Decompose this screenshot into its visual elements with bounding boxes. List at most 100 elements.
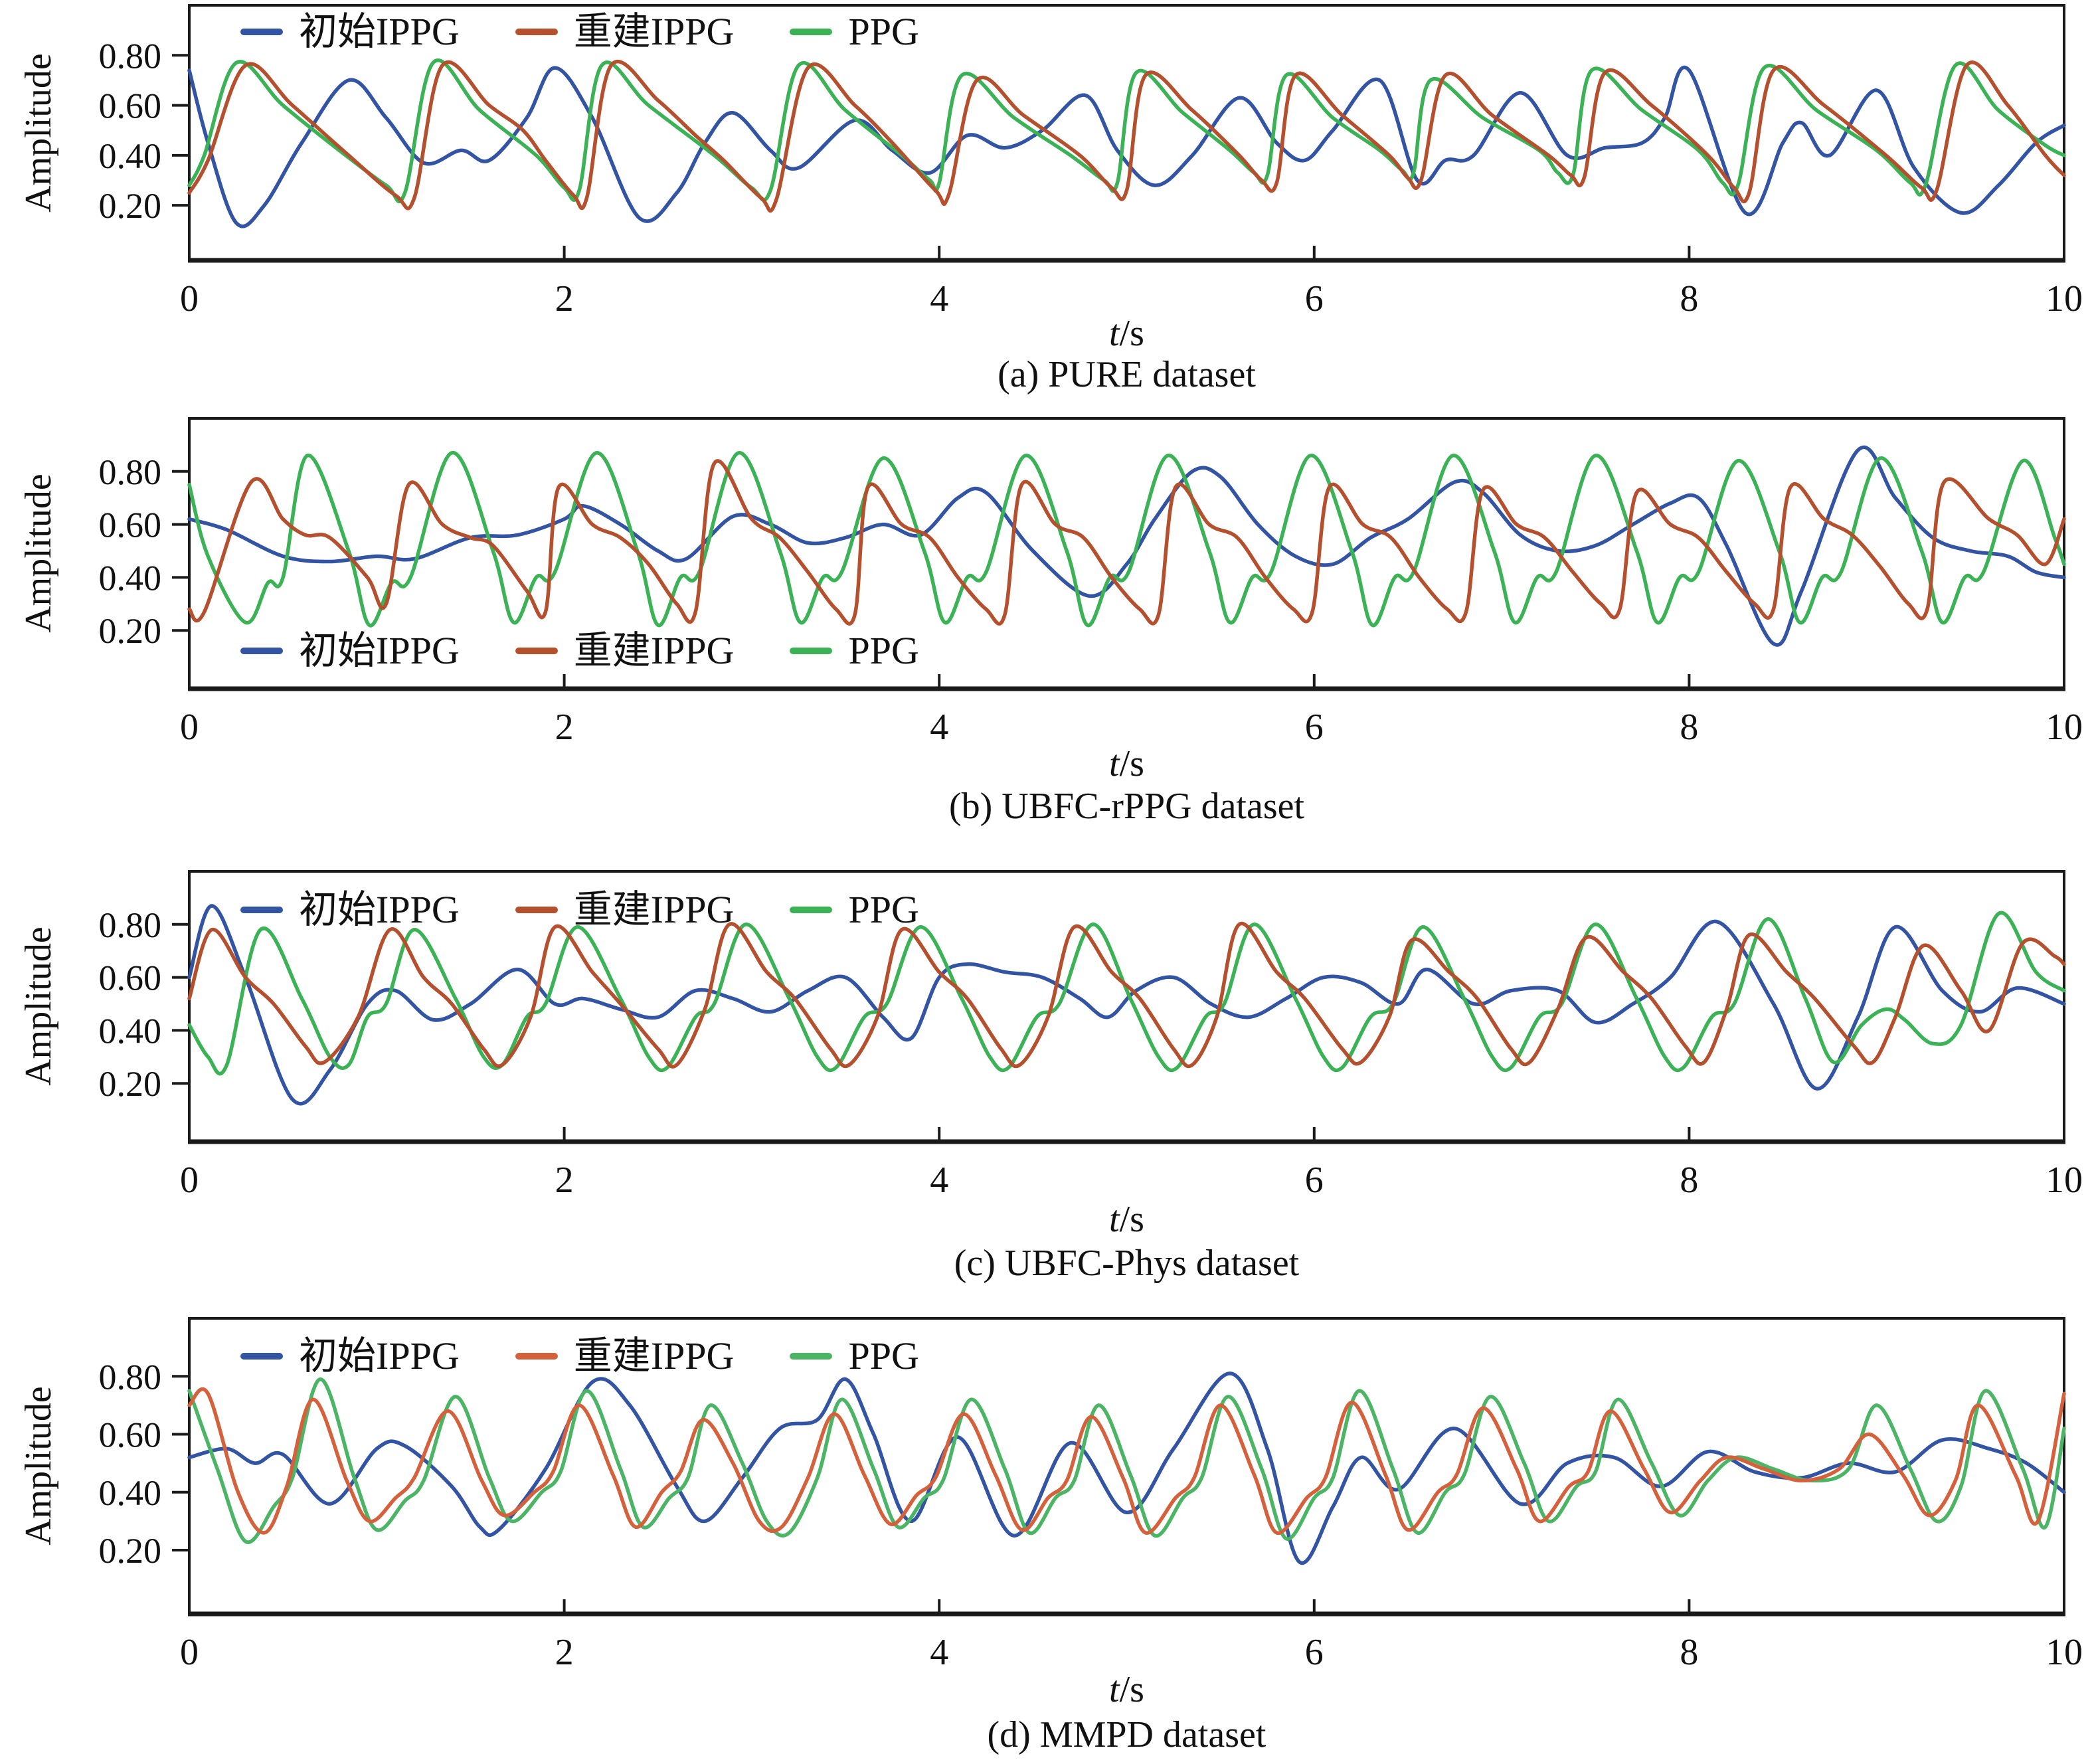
series-line-reconstructed-ippg: [187, 59, 2066, 213]
legend-label: PPG: [848, 1334, 919, 1377]
legend-item-initial-ippg: 初始IPPG: [240, 11, 460, 53]
legend-item-initial-ippg: 初始IPPG: [240, 1335, 460, 1377]
subplot-a-caption: (a) PURE dataset: [998, 354, 1256, 395]
svg-text:10: 10: [2046, 1160, 2083, 1201]
legend-item-reconstructed-ippg: 重建IPPG: [515, 888, 735, 931]
svg-text:4: 4: [930, 707, 948, 748]
legend-label: 重建IPPG: [573, 10, 735, 53]
xlabel-unit: /s: [1119, 743, 1144, 784]
legend-item-ppg: PPG: [790, 10, 919, 53]
xlabel-t: t: [1109, 313, 1120, 354]
subplot-d-ylabel: Amplitude: [18, 1386, 59, 1545]
svg-text:0.60: 0.60: [99, 86, 162, 126]
legend-label: PPG: [848, 888, 919, 931]
xlabel-t: t: [1109, 1669, 1120, 1710]
series-line-reconstructed-ippg: [187, 459, 2066, 626]
svg-text:4: 4: [930, 1160, 948, 1201]
legend-label: 初始IPPG: [299, 629, 460, 672]
svg-text:0: 0: [180, 278, 199, 319]
legend-item-reconstructed-ippg: 重建IPPG: [515, 1334, 735, 1377]
svg-text:0.80: 0.80: [99, 1357, 162, 1397]
svg-text:0.20: 0.20: [99, 1064, 162, 1104]
svg-text:4: 4: [930, 278, 948, 319]
xlabel-unit: /s: [1119, 1669, 1144, 1710]
legend-label: 重建IPPG: [573, 629, 735, 672]
svg-text:0: 0: [180, 707, 199, 748]
series-line-initial-ippg: [187, 1371, 2066, 1565]
svg-text:0: 0: [180, 1160, 199, 1201]
series-line-ppg: [187, 58, 2066, 204]
subplot-c-caption: (c) UBFC-Phys dataset: [954, 1243, 1300, 1284]
svg-text:0.60: 0.60: [99, 1415, 162, 1455]
svg-text:0.40: 0.40: [99, 1473, 162, 1513]
legend-label: 重建IPPG: [573, 888, 735, 931]
legend-swatch-blue: [240, 29, 283, 35]
xlabel-unit: /s: [1119, 1199, 1144, 1240]
legend-label: PPG: [848, 629, 919, 672]
legend-swatch-green: [790, 1353, 833, 1360]
legend-swatch-red: [515, 648, 558, 654]
svg-text:8: 8: [1680, 1160, 1698, 1201]
legend-item-reconstructed-ippg: 重建IPPG: [515, 10, 735, 53]
series-line-reconstructed-ippg: [187, 1387, 2066, 1535]
legend-swatch-blue: [240, 907, 283, 913]
svg-text:0: 0: [180, 1632, 199, 1673]
subplot-c-ylabel: Amplitude: [18, 926, 59, 1086]
subplot-b-legend: 初始IPPG 重建IPPG PPG: [240, 630, 919, 672]
svg-text:0.40: 0.40: [99, 1011, 162, 1051]
legend-swatch-red: [515, 907, 558, 913]
legend-swatch-blue: [240, 648, 283, 654]
svg-text:0.20: 0.20: [99, 1531, 162, 1571]
series-line-ppg: [187, 451, 2066, 628]
legend-item-initial-ippg: 初始IPPG: [240, 630, 460, 672]
svg-text:2: 2: [555, 278, 574, 319]
svg-text:4: 4: [930, 1632, 948, 1673]
svg-text:2: 2: [555, 1632, 574, 1673]
series-line-reconstructed-ippg: [187, 921, 2066, 1069]
legend-item-initial-ippg: 初始IPPG: [240, 889, 460, 931]
legend-swatch-green: [790, 648, 833, 654]
legend-swatch-blue: [240, 1353, 283, 1360]
svg-text:10: 10: [2046, 707, 2083, 748]
svg-text:0.20: 0.20: [99, 611, 162, 651]
legend-item-reconstructed-ippg: 重建IPPG: [515, 629, 735, 672]
legend-item-ppg: PPG: [790, 1334, 919, 1377]
svg-text:0.60: 0.60: [99, 505, 162, 545]
series-line-ppg: [187, 1377, 2066, 1544]
legend-item-ppg: PPG: [790, 629, 919, 672]
svg-text:6: 6: [1305, 1160, 1324, 1201]
legend-label: 重建IPPG: [573, 1334, 735, 1377]
svg-text:0.40: 0.40: [99, 558, 162, 598]
subplot-d-xlabel: t/s: [189, 1670, 2064, 1710]
subplot-a-legend: 初始IPPG 重建IPPG PPG: [240, 11, 919, 53]
svg-text:8: 8: [1680, 278, 1698, 319]
legend-label: 初始IPPG: [299, 1334, 460, 1377]
svg-text:0.60: 0.60: [99, 958, 162, 998]
legend-item-ppg: PPG: [790, 888, 919, 931]
series-line-initial-ippg: [187, 65, 2066, 228]
subplot-c-legend: 初始IPPG 重建IPPG PPG: [240, 889, 919, 931]
subplot-b-ylabel: Amplitude: [18, 474, 59, 633]
svg-text:2: 2: [555, 707, 574, 748]
legend-swatch-green: [790, 907, 833, 913]
subplot-b-xlabel: t/s: [189, 744, 2064, 784]
legend-swatch-red: [515, 29, 558, 35]
subplot-a-xlabel: t/s: [189, 313, 2064, 353]
svg-text:0.80: 0.80: [99, 36, 162, 76]
legend-label: PPG: [848, 10, 919, 53]
svg-text:0.20: 0.20: [99, 186, 162, 226]
svg-text:8: 8: [1680, 1632, 1698, 1673]
legend-swatch-green: [790, 29, 833, 35]
xlabel-t: t: [1109, 743, 1120, 784]
svg-text:2: 2: [555, 1160, 574, 1201]
svg-text:0.40: 0.40: [99, 136, 162, 176]
xlabel-t: t: [1109, 1199, 1120, 1240]
svg-text:0.80: 0.80: [99, 452, 162, 492]
svg-text:0.80: 0.80: [99, 905, 162, 945]
xlabel-unit: /s: [1119, 313, 1144, 354]
svg-text:6: 6: [1305, 278, 1324, 319]
svg-text:8: 8: [1680, 707, 1698, 748]
subplot-c-xlabel: t/s: [189, 1199, 2064, 1239]
